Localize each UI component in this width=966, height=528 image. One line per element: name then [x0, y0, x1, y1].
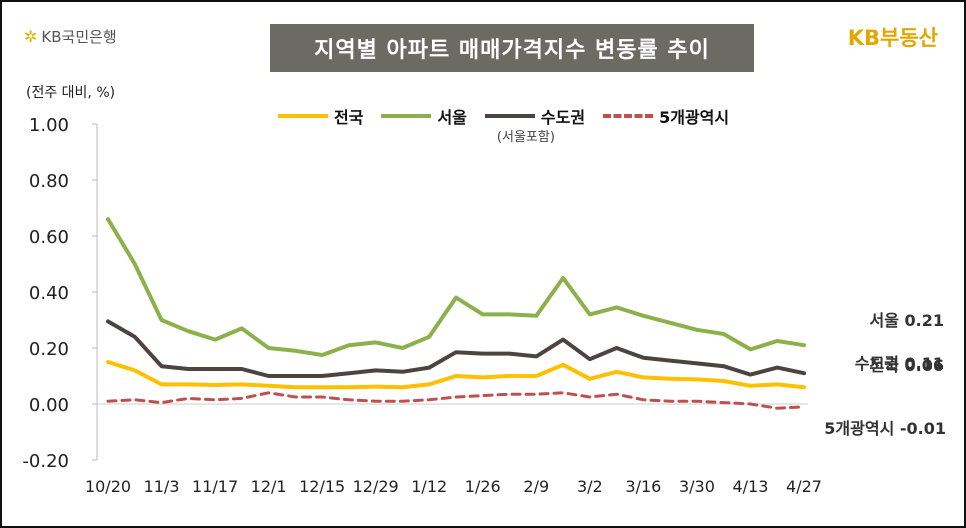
kb-realestate-logo: KB부동산	[847, 26, 938, 50]
x-tick-label: 11/3	[144, 477, 180, 496]
legend-label-seoul: 서울	[437, 108, 467, 127]
legend-swatch-metro5	[603, 114, 654, 118]
chart-legend: 전국 서울 수도권 (서울포함) 5개광역시	[278, 104, 729, 145]
series-line-seoul	[106, 217, 806, 357]
chart-title: 지역별 아파트 매매가격지수 변동률 추이	[270, 24, 754, 72]
kb-bank-logo: ✲ KB국민은행	[24, 26, 117, 47]
legend-item-national: 전국	[278, 104, 363, 128]
x-tick-label: 1/26	[465, 477, 501, 496]
end-label-seoul: 서울 0.21	[869, 311, 945, 331]
legend-label-national: 전국	[334, 108, 364, 127]
kb-star-icon: ✲	[24, 27, 38, 46]
y-tick-label: -0.20	[22, 451, 69, 472]
x-tick-label: 4/27	[786, 477, 822, 496]
legend-swatch-seoul	[381, 114, 432, 118]
kb-bank-logo-text: KB국민은행	[41, 28, 117, 46]
legend-sublabel-capital: (서울포함)	[496, 130, 555, 145]
end-label-capital: 수도권 0.11	[854, 354, 944, 374]
series-line-national	[106, 360, 806, 390]
x-tick-label: 2/9	[523, 477, 549, 496]
y-tick-label: 1.00	[29, 115, 69, 136]
x-tick-label: 12/1	[251, 477, 287, 496]
end-label-metro5: 5개광역시 -0.01	[824, 418, 946, 438]
y-tick-label: 0.60	[29, 227, 69, 248]
y-axis-unit-label: (전주 대비, %)	[26, 85, 116, 101]
legend-swatch-capital	[484, 114, 535, 118]
x-tick-label: 10/20	[85, 477, 131, 496]
end-label-national: 전국 0.06	[869, 356, 945, 376]
x-tick-label: 4/13	[732, 477, 768, 496]
x-tick-label: 12/15	[299, 477, 345, 496]
x-tick-label: 12/29	[353, 477, 399, 496]
legend-label-metro5: 5개광역시	[659, 108, 730, 127]
series-line-metro5	[106, 391, 806, 410]
legend-swatch-national	[278, 114, 328, 118]
series-line-capital	[106, 319, 806, 378]
x-tick-label: 1/12	[411, 477, 447, 496]
x-tick-label: 3/2	[577, 477, 603, 496]
legend-item-capital: 수도권 (서울포함)	[484, 104, 586, 145]
y-tick-label: 0.00	[29, 395, 69, 416]
x-tick-label: 3/30	[679, 477, 715, 496]
y-tick-label: 0.40	[29, 283, 69, 304]
legend-item-metro5: 5개광역시	[603, 104, 729, 128]
x-tick-label: 11/17	[192, 477, 238, 496]
y-tick-label: 0.80	[29, 171, 69, 192]
y-tick-label: 0.20	[29, 339, 69, 360]
legend-label-capital: 수도권	[540, 108, 586, 127]
legend-item-seoul: 서울	[381, 104, 467, 128]
x-tick-label: 3/16	[625, 477, 661, 496]
